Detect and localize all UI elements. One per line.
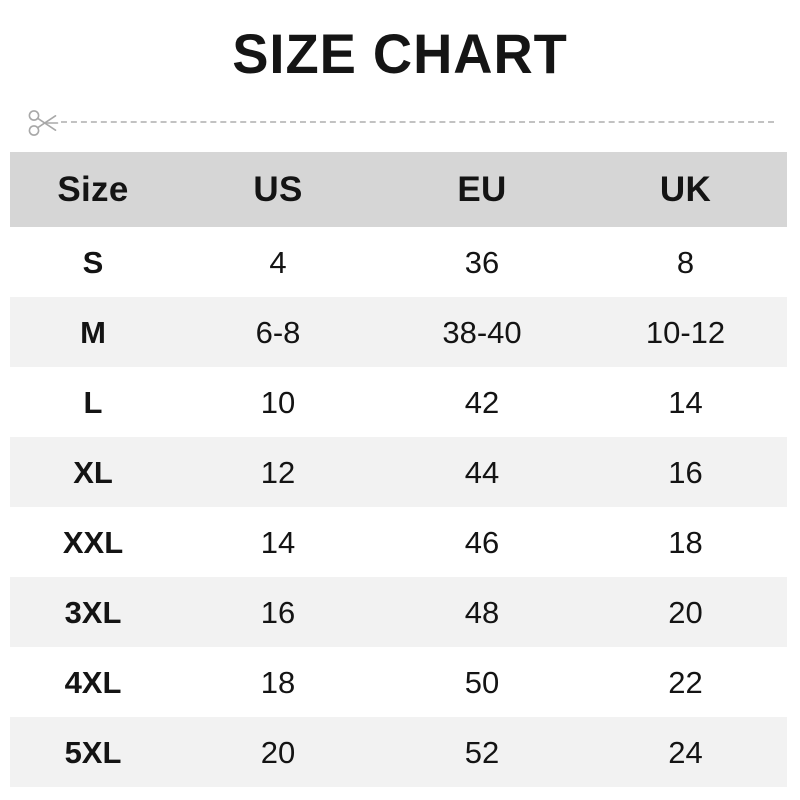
table-row: 5XL 20 52 24 [10, 717, 787, 787]
cell-us: 16 [260, 594, 296, 630]
column-header-us: US [253, 169, 303, 209]
page-title: SIZE CHART [232, 22, 568, 85]
cell-us: 14 [260, 524, 296, 560]
cell-eu: 38-40 [442, 314, 522, 350]
table-row: XL 12 44 16 [10, 437, 787, 507]
table-row: XXL 14 46 18 [10, 507, 787, 577]
cut-line-dashes [61, 121, 774, 123]
cell-size: 5XL [64, 734, 122, 770]
table-row: 3XL 16 48 20 [10, 577, 787, 647]
cell-us: 6-8 [255, 314, 301, 350]
cell-uk: 14 [668, 384, 703, 420]
cell-size: S [82, 244, 104, 280]
cell-eu: 44 [464, 454, 500, 490]
cell-eu: 50 [464, 664, 500, 700]
cell-uk: 20 [668, 594, 703, 630]
cell-size: XXL [62, 524, 124, 560]
cut-line [26, 103, 774, 143]
table-row: L 10 42 14 [10, 367, 787, 437]
column-header-eu: EU [457, 169, 507, 209]
cell-uk: 22 [668, 664, 703, 700]
cell-eu: 42 [464, 384, 500, 420]
cell-us: 20 [260, 734, 296, 770]
size-chart-table: Size US EU UK S 4 36 8 M 6-8 38-40 10-12 L 10 42 14… [10, 152, 787, 787]
column-header-size: Size [57, 169, 129, 209]
cell-us: 12 [260, 454, 296, 490]
cell-eu: 36 [464, 244, 500, 280]
cell-size: L [83, 384, 103, 420]
cell-us: 18 [260, 664, 296, 700]
cell-uk: 8 [676, 244, 695, 280]
cell-uk: 16 [668, 454, 703, 490]
cell-size: XL [73, 454, 113, 490]
table-header-row: Size US EU UK [10, 152, 787, 227]
cell-uk: 24 [668, 734, 703, 770]
table-row: S 4 36 8 [10, 227, 787, 297]
cell-uk: 10-12 [645, 314, 726, 350]
table-row: M 6-8 38-40 10-12 [10, 297, 787, 367]
cell-us: 4 [269, 244, 287, 280]
column-header-uk: UK [659, 169, 712, 209]
table-header: Size US EU UK [10, 152, 787, 227]
cell-uk: 18 [668, 524, 703, 560]
cell-eu: 52 [464, 734, 500, 770]
cell-size: 3XL [64, 594, 122, 630]
cell-size: 4XL [64, 664, 122, 700]
scissors-icon [28, 110, 59, 136]
cell-us: 10 [260, 384, 296, 420]
table-body: S 4 36 8 M 6-8 38-40 10-12 L 10 42 14 XL 12 44 16 XXL 14 4… [10, 227, 787, 787]
cell-eu: 48 [464, 594, 500, 630]
page-title-container: SIZE CHART [0, 26, 800, 82]
table-row: 4XL 18 50 22 [10, 647, 787, 717]
cell-eu: 46 [464, 524, 500, 560]
cell-size: M [80, 314, 106, 350]
